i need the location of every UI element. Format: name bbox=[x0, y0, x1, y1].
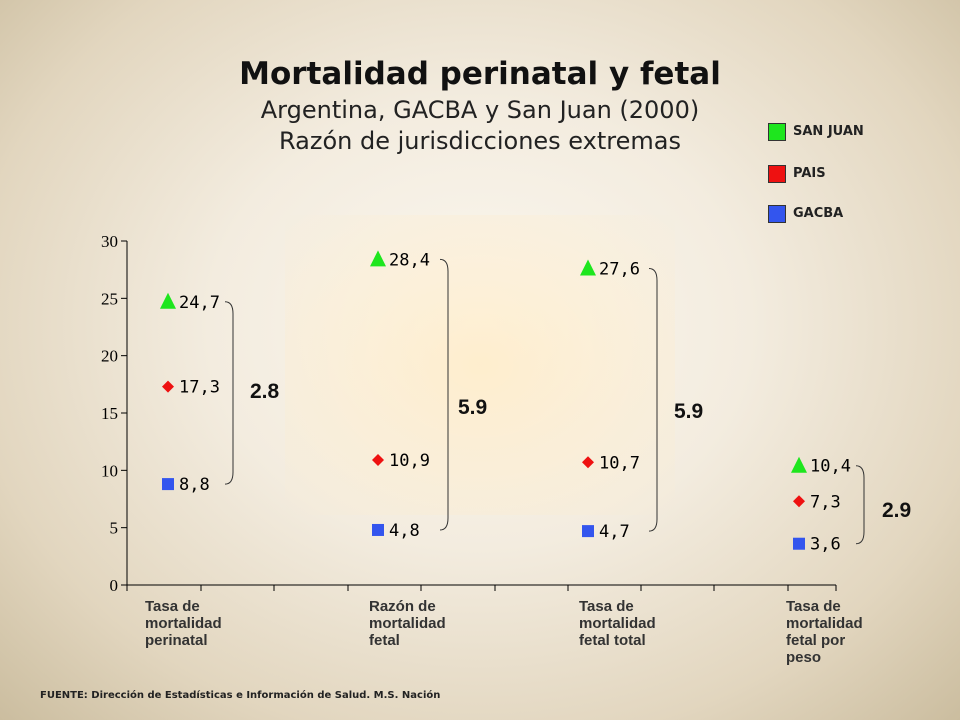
data-label-san-juan: 10,4 bbox=[810, 457, 851, 477]
source-note: FUENTE: Dirección de Estadísticas e Info… bbox=[40, 690, 441, 701]
category-label-line: Tasa de bbox=[786, 598, 841, 615]
legend-label-san-juan: SAN JUAN bbox=[793, 124, 864, 139]
data-label-gacba: 4,8 bbox=[389, 521, 420, 541]
data-label-gacba: 4,7 bbox=[599, 522, 630, 542]
marker-pais bbox=[582, 456, 594, 469]
chart-subtitle-2: Razón de jurisdicciones extremas bbox=[279, 127, 681, 155]
marker-san-juan bbox=[370, 250, 386, 267]
marker-gacba bbox=[582, 525, 594, 538]
category-label-line: mortalidad bbox=[786, 615, 863, 632]
y-tick-label: 30 bbox=[101, 232, 118, 251]
data-label-pais: 10,9 bbox=[389, 451, 430, 471]
legend-item-san-juan: SAN JUAN bbox=[768, 123, 928, 143]
legend-item-pais: PAIS bbox=[768, 165, 928, 185]
ratio-label: 5.9 bbox=[674, 400, 703, 423]
range-bracket bbox=[648, 268, 658, 532]
category-label-line: mortalidad bbox=[579, 615, 656, 632]
range-bracket bbox=[439, 258, 449, 531]
category-label: Tasa de mortalidad fetal por peso bbox=[786, 598, 906, 666]
ratio-label: 2.9 bbox=[882, 499, 911, 522]
category-label-line: Razón de bbox=[369, 598, 436, 615]
marker-san-juan bbox=[791, 456, 807, 473]
chart-subtitle: Argentina, GACBA y San Juan (2000) bbox=[260, 96, 700, 124]
category-label-line: Tasa de bbox=[145, 598, 200, 615]
y-tick-label: 0 bbox=[110, 576, 119, 595]
category-label: Razón de mortalidad fetal bbox=[369, 598, 489, 649]
background-glow bbox=[285, 215, 675, 515]
legend-item-gacba: GACBA bbox=[768, 205, 928, 225]
data-label-pais: 10,7 bbox=[599, 453, 640, 473]
y-tick-label: 20 bbox=[101, 347, 118, 366]
marker-pais bbox=[793, 495, 805, 508]
legend-swatch-san-juan bbox=[768, 123, 786, 141]
marker-gacba bbox=[793, 537, 805, 550]
data-label-san-juan: 27,6 bbox=[599, 260, 640, 280]
marker-gacba bbox=[162, 478, 174, 491]
marker-san-juan bbox=[160, 292, 176, 309]
data-label-san-juan: 24,7 bbox=[179, 293, 220, 313]
category-label-line: fetal bbox=[369, 632, 400, 649]
data-label-pais: 17,3 bbox=[179, 378, 220, 398]
category-label-line: peso bbox=[786, 649, 822, 666]
marker-gacba bbox=[372, 523, 384, 536]
category-label-line: fetal total bbox=[579, 632, 646, 649]
y-tick-label: 10 bbox=[101, 461, 118, 480]
y-tick-label: 15 bbox=[101, 404, 118, 423]
marker-pais bbox=[372, 454, 384, 467]
category-label-line: Tasa de bbox=[579, 598, 634, 615]
y-tick-label: 25 bbox=[101, 289, 118, 308]
category-label-line: mortalidad bbox=[145, 615, 222, 632]
legend-label-pais: PAIS bbox=[793, 166, 826, 181]
legend-swatch-pais bbox=[768, 165, 786, 183]
legend-swatch-gacba bbox=[768, 205, 786, 223]
category-label-line: fetal por bbox=[786, 632, 846, 649]
category-label: Tasa de mortalidad fetal total bbox=[579, 598, 699, 649]
marker-san-juan bbox=[580, 259, 596, 276]
chart-title: Mortalidad perinatal y fetal bbox=[239, 56, 721, 92]
range-bracket bbox=[224, 301, 234, 485]
data-label-pais: 7,3 bbox=[810, 492, 841, 512]
category-label: Tasa de mortalidad perinatal bbox=[145, 598, 265, 649]
category-label-line: perinatal bbox=[145, 632, 208, 649]
data-label-gacba: 3,6 bbox=[810, 535, 841, 555]
range-bracket bbox=[855, 465, 865, 545]
ratio-label: 2.8 bbox=[250, 380, 280, 403]
ratio-label: 5.9 bbox=[458, 396, 487, 419]
legend-label-gacba: GACBA bbox=[793, 206, 844, 221]
y-tick-label: 5 bbox=[110, 519, 119, 538]
data-label-san-juan: 28,4 bbox=[389, 250, 430, 270]
category-label-line: mortalidad bbox=[369, 615, 446, 632]
data-label-gacba: 8,8 bbox=[179, 475, 210, 495]
marker-pais bbox=[162, 380, 174, 393]
